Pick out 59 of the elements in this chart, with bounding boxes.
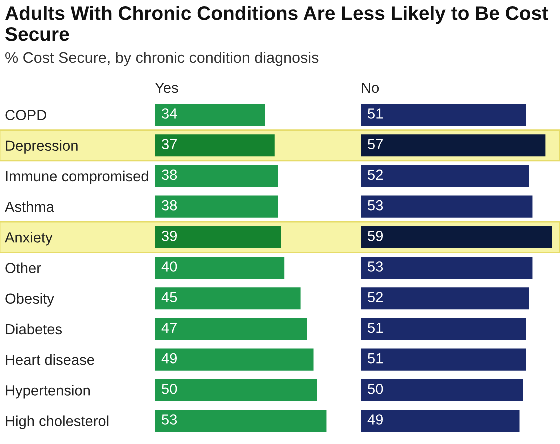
series-label: Yes (155, 82, 178, 94)
bar (361, 379, 523, 402)
data-label: 52 (368, 292, 383, 303)
bar (361, 256, 533, 280)
data-label: 59 (368, 230, 384, 242)
y-tick-label: Obesity (6, 293, 54, 307)
data-label: 53 (162, 414, 178, 425)
data-label: 52 (368, 170, 383, 180)
bar (155, 318, 308, 340)
chart-title: Adults With Chronic Conditions Are Less Likely to Be Cost Secure (5, 6, 548, 42)
y-tick-label: Other (6, 262, 42, 274)
data-label: 34 (162, 108, 178, 119)
bar (361, 288, 530, 310)
y-tick-label: Heart disease (6, 354, 94, 366)
y-tick-label: COPD (6, 110, 46, 120)
bar (361, 410, 520, 432)
bar (155, 134, 275, 157)
data-label: 57 (368, 139, 383, 150)
data-label: 38 (162, 170, 178, 180)
data-label: 53 (368, 262, 384, 272)
bar (361, 318, 526, 340)
y-tick-label: Anxiety (5, 232, 53, 246)
data-label: 38 (162, 200, 178, 211)
bar (155, 256, 285, 280)
bar (361, 226, 552, 248)
y-tick-label: High cholesterol (6, 416, 109, 430)
y-tick-label: Asthma (5, 202, 54, 212)
data-label: 50 (368, 384, 384, 394)
y-tick-label: Depression (6, 140, 78, 154)
data-label: 50 (162, 384, 178, 394)
y-tick-label: Hypertension (6, 385, 90, 399)
bar (155, 348, 314, 371)
data-label: 51 (368, 108, 383, 119)
bar (155, 226, 282, 248)
bar (361, 196, 533, 218)
bar (155, 410, 327, 432)
data-label: 45 (162, 292, 178, 303)
bar (155, 288, 301, 310)
chart-subtitle: % Cost Secure, by chronic condition diagnosis (6, 52, 319, 66)
data-label: 40 (162, 262, 178, 272)
bar (155, 104, 266, 126)
series-label: No (362, 82, 380, 94)
bar (155, 196, 278, 218)
data-label: 47 (162, 322, 177, 333)
bar (361, 348, 526, 371)
data-label: 39 (162, 230, 178, 242)
bar (155, 379, 317, 402)
data-label: 49 (162, 353, 178, 364)
bar (361, 104, 526, 126)
data-label: 51 (368, 354, 383, 364)
data-label: 49 (368, 414, 384, 425)
data-label: 51 (368, 322, 383, 334)
bar (155, 165, 278, 188)
y-tick-label: Diabetes (6, 324, 62, 335)
data-label: 53 (368, 200, 384, 211)
bar (361, 134, 546, 157)
data-label: 37 (162, 139, 177, 150)
bar (361, 165, 530, 188)
y-tick-label: Immune compromised (6, 170, 148, 185)
